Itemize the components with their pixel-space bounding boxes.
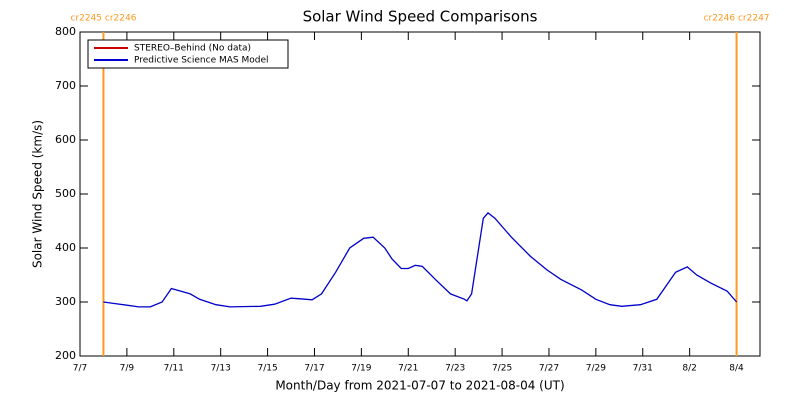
- plot-frame: [79, 31, 761, 357]
- y-tick-label: 700: [55, 79, 76, 92]
- y-axis-label: Solar Wind Speed (km/s): [31, 120, 45, 268]
- y-tick-label: 600: [55, 133, 76, 146]
- y-tick-label: 300: [55, 295, 76, 308]
- x-tick-label: 7/29: [586, 364, 606, 374]
- y-tick-label: 500: [55, 187, 76, 200]
- chart-title: Solar Wind Speed Comparisons: [303, 8, 538, 26]
- data-line: [103, 212, 738, 308]
- y-tick-label: 400: [55, 241, 76, 254]
- legend-label: STEREO–Behind (No data): [134, 44, 251, 54]
- y-tick-label: 200: [55, 349, 76, 362]
- x-axis-label: Month/Day from 2021-07-07 to 2021-08-04 …: [275, 379, 564, 393]
- carrington-label: cr2245 cr2246: [70, 14, 136, 24]
- x-tick-label: 7/25: [492, 364, 512, 374]
- x-tick-label: 7/13: [211, 364, 231, 374]
- legend-box: [87, 39, 289, 69]
- y-tick-label: 800: [55, 25, 76, 38]
- x-tick-label: 7/17: [304, 364, 324, 374]
- x-tick-label: 7/15: [257, 364, 277, 374]
- x-tick-label: 7/19: [351, 364, 371, 374]
- x-tick-label: 7/9: [120, 364, 135, 374]
- legend-label: Predictive Science MAS Model: [134, 56, 269, 66]
- x-tick-label: 7/11: [164, 364, 184, 374]
- x-tick-label: 7/7: [73, 364, 87, 374]
- x-tick-label: 7/23: [445, 364, 465, 374]
- x-tick-label: 7/27: [539, 364, 559, 374]
- x-tick-label: 8/4: [729, 364, 744, 374]
- x-tick-label: 8/2: [682, 364, 696, 374]
- carrington-label: cr2246 cr2247: [704, 14, 770, 24]
- x-tick-label: 7/21: [398, 364, 418, 374]
- x-tick-label: 7/31: [633, 364, 653, 374]
